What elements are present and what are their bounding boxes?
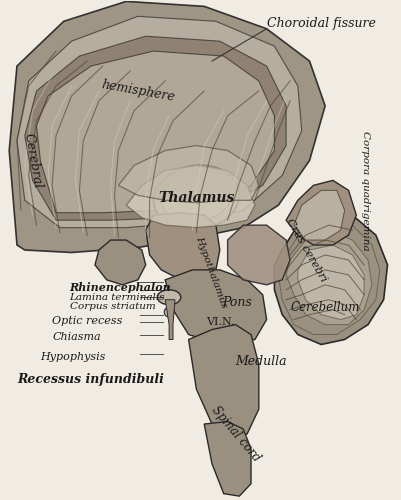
Text: Choroidal fissure: Choroidal fissure <box>266 18 375 30</box>
Polygon shape <box>227 225 289 285</box>
Text: Pons: Pons <box>221 296 251 308</box>
Text: Corpus striatum: Corpus striatum <box>69 302 155 310</box>
Text: Recessus infundibuli: Recessus infundibuli <box>17 373 164 386</box>
Text: Medulla: Medulla <box>235 356 286 368</box>
Text: Cerebellum: Cerebellum <box>290 300 359 314</box>
Polygon shape <box>165 270 266 344</box>
Polygon shape <box>17 16 301 228</box>
Text: Lamina terminalis: Lamina terminalis <box>69 292 165 302</box>
Text: Optic recess: Optic recess <box>52 316 122 326</box>
Text: Crus cerebri: Crus cerebri <box>284 216 328 284</box>
Polygon shape <box>36 51 274 212</box>
Text: Spinal cord: Spinal cord <box>208 404 262 464</box>
Polygon shape <box>286 180 355 245</box>
Text: Hypothalamus: Hypothalamus <box>194 235 228 310</box>
Text: Chiasma: Chiasma <box>52 332 101 342</box>
Ellipse shape <box>153 165 239 230</box>
Polygon shape <box>95 240 145 285</box>
Polygon shape <box>204 422 250 496</box>
Polygon shape <box>293 190 344 240</box>
Text: Thalamus: Thalamus <box>158 191 234 205</box>
Polygon shape <box>9 2 324 252</box>
Ellipse shape <box>164 307 174 317</box>
Polygon shape <box>188 324 258 439</box>
Polygon shape <box>274 210 387 344</box>
Polygon shape <box>126 166 254 228</box>
Text: Corpora quadrigemina: Corpora quadrigemina <box>360 130 369 250</box>
Text: Rhinencephalon: Rhinencephalon <box>69 282 171 293</box>
Text: hemisphere: hemisphere <box>100 78 175 104</box>
Text: Hypophysis: Hypophysis <box>40 352 105 362</box>
Ellipse shape <box>161 174 231 222</box>
Polygon shape <box>286 230 371 324</box>
Text: VI.N.: VI.N. <box>206 317 234 327</box>
Polygon shape <box>145 212 219 280</box>
Polygon shape <box>297 245 363 320</box>
Text: Cerebral: Cerebral <box>21 132 44 189</box>
Polygon shape <box>118 146 258 203</box>
Polygon shape <box>165 300 174 340</box>
Polygon shape <box>277 220 379 334</box>
Polygon shape <box>25 36 286 220</box>
Ellipse shape <box>157 290 180 304</box>
